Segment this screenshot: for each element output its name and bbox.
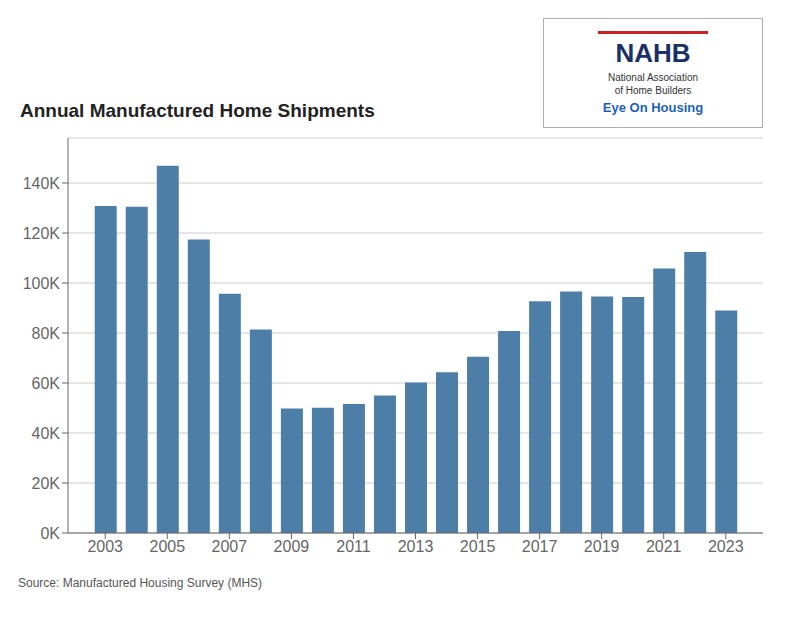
svg-text:2015: 2015 [460,538,496,555]
svg-text:2009: 2009 [274,538,310,555]
svg-text:140K: 140K [23,175,61,192]
html-text:National Association: National Association [608,72,698,83]
svg-text:2019: 2019 [584,538,620,555]
svg-text:40K: 40K [32,425,61,442]
svg-text:20K: 20K [32,475,61,492]
svg-text:100K: 100K [23,275,61,292]
html-text:Source: Manufactured Housing S: Source: Manufactured Housing Survey (MHS… [18,576,263,590]
svg-text:2003: 2003 [87,538,123,555]
svg-text:2017: 2017 [522,538,558,555]
html-text:Eye On Housing: Eye On Housing [602,100,704,115]
svg-text:2021: 2021 [646,538,682,555]
html-text:NAHB: NAHB [615,38,691,68]
html-text:Annual Manufactured Home Shipm: Annual Manufactured Home Shipments [20,100,375,121]
svg-text:2023: 2023 [708,538,744,555]
html-text:of Home Builders: of Home Builders [614,85,692,96]
svg-text:2005: 2005 [149,538,185,555]
svg-text:60K: 60K [32,375,61,392]
svg-text:80K: 80K [32,325,61,342]
svg-text:2011: 2011 [336,538,371,555]
svg-text:120K: 120K [23,225,61,242]
svg-text:2007: 2007 [212,538,248,555]
svg-text:0K: 0K [40,525,60,542]
svg-text:2013: 2013 [398,538,434,555]
